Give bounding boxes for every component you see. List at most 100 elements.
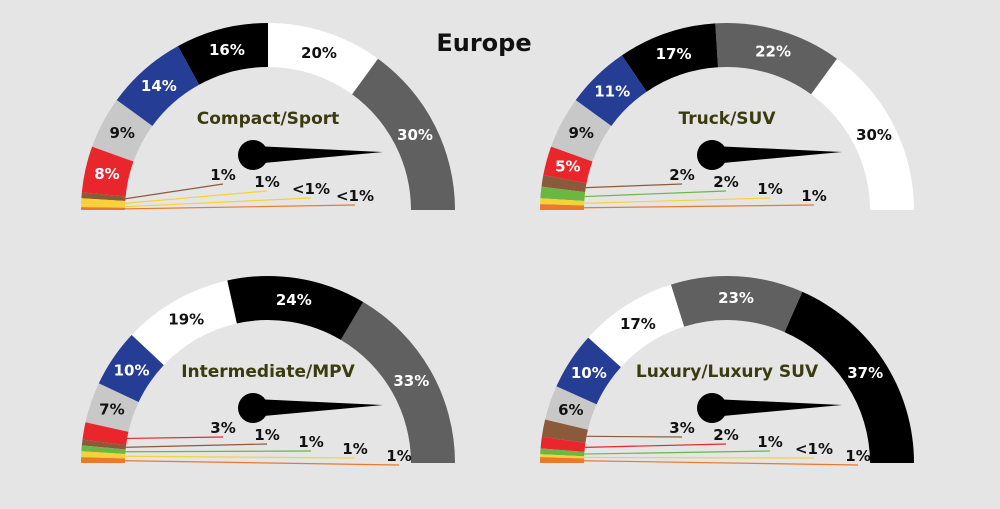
leader-line (584, 197, 771, 204)
minor-segment-label: 1% (757, 180, 782, 198)
segment-label: 9% (568, 124, 593, 142)
minor-segment-label: 1% (386, 447, 411, 465)
gauge-segment (541, 419, 588, 443)
gauge-segment (540, 448, 585, 457)
leader-line (585, 183, 683, 189)
minor-segment-label: 2% (713, 426, 738, 444)
gauge-segment (670, 276, 803, 333)
needle (712, 146, 842, 164)
leader-line (124, 204, 356, 210)
gauge-segment (541, 174, 587, 193)
gauge-segment (784, 291, 914, 463)
gauge-segment (81, 204, 126, 208)
segment-label: 7% (99, 401, 124, 419)
segment-label: 16% (209, 41, 245, 59)
segment-label: 6% (558, 401, 583, 419)
leader-line (584, 190, 727, 198)
leader-line (584, 450, 771, 455)
gauge-segment (82, 422, 129, 446)
gauge-name: Compact/Sport (197, 109, 340, 129)
segment-label: 22% (755, 43, 791, 61)
leader-line (127, 436, 224, 440)
minor-segment-label: 3% (210, 419, 235, 437)
minor-segment-label: 1% (342, 440, 367, 458)
leader-line (125, 197, 312, 208)
gauge-segment (81, 439, 127, 450)
segment-label: 17% (656, 45, 692, 63)
segment-label: 23% (718, 289, 754, 307)
gauge-segment (268, 23, 378, 95)
needle (253, 146, 383, 164)
gauge-segment (715, 23, 837, 95)
gauge-3: Luxury/Luxury SUV 37% 23% 17% 10% 6% 3% 2% 1% <1%… (540, 276, 914, 466)
gauge-2: Intermediate/MPV 33% 24% 19% 10% 7% 3% 1% 1% 1% 1% (81, 276, 455, 466)
minor-segment-label: 1% (254, 173, 279, 191)
gauge-segment (621, 23, 719, 92)
gauge-segment (81, 146, 134, 197)
gauge-name: Luxury/Luxury SUV (636, 362, 819, 382)
minor-segment-label: 1% (757, 433, 782, 451)
minor-segment-label: 2% (669, 166, 694, 184)
minor-segment-label: <1% (336, 187, 374, 205)
gauge-name: Truck/SUV (678, 109, 776, 129)
gauge-segment (540, 186, 586, 202)
gauge-segment (540, 436, 586, 452)
gauge-segment (575, 55, 647, 126)
gauge-segment (81, 198, 126, 206)
gauge-segment (131, 280, 237, 366)
gauge-segment (81, 207, 126, 210)
minor-segment-label: <1% (795, 440, 833, 458)
gauge-segment (81, 457, 126, 463)
leader-line (125, 460, 400, 466)
needle-hub (238, 140, 268, 170)
minor-segment-label: 2% (713, 173, 738, 191)
needle-hub (697, 393, 727, 423)
minor-segment-label: 1% (845, 447, 870, 465)
gauge-1: Truck/SUV 30% 22% 17% 11% 9% 5% 2% 2% 1% 1% (540, 23, 914, 210)
gauge-segment (352, 58, 455, 210)
segment-label: 19% (168, 311, 204, 329)
leader-line (584, 456, 815, 459)
gauge-segment (227, 276, 364, 340)
minor-segment-label: 1% (254, 426, 279, 444)
leader-line (125, 183, 224, 200)
gauge-segment (556, 337, 621, 405)
leader-line (584, 443, 727, 448)
segment-label: 8% (94, 165, 119, 183)
leader-line (125, 190, 268, 204)
leader-line (125, 455, 356, 459)
gauge-segment (811, 58, 914, 210)
gauge-segment (551, 100, 612, 162)
gauge-name: Intermediate/MPV (181, 362, 355, 382)
gauge-segment (340, 302, 455, 463)
gauge-segment (92, 100, 153, 162)
minor-segment-label: 1% (210, 166, 235, 184)
segment-label: 33% (393, 372, 429, 390)
needle-hub (238, 393, 268, 423)
page-title: Europe (436, 29, 531, 57)
segment-label: 20% (301, 44, 337, 62)
needle-hub (697, 140, 727, 170)
segment-label: 9% (109, 124, 134, 142)
gauge-segment (540, 204, 585, 210)
minor-segment-label: <1% (292, 180, 330, 198)
gauge-segment (81, 445, 126, 455)
segment-label: 24% (276, 291, 312, 309)
minor-segment-label: 1% (801, 187, 826, 205)
needle (712, 399, 842, 417)
gauge-segment (540, 198, 585, 206)
leader-line (125, 443, 268, 448)
segment-label: 5% (555, 157, 580, 175)
segment-label: 11% (594, 83, 630, 101)
gauge-segment (540, 457, 585, 463)
gauge-segment (98, 334, 164, 403)
leader-line (584, 460, 859, 466)
minor-segment-label: 3% (669, 419, 694, 437)
segment-label: 10% (571, 364, 607, 382)
gauge-segment (588, 284, 685, 368)
gauge-segment (81, 451, 126, 459)
minor-segment-label: 1% (298, 433, 323, 451)
gauge-segment (540, 454, 585, 459)
gauge-segment (85, 383, 139, 432)
